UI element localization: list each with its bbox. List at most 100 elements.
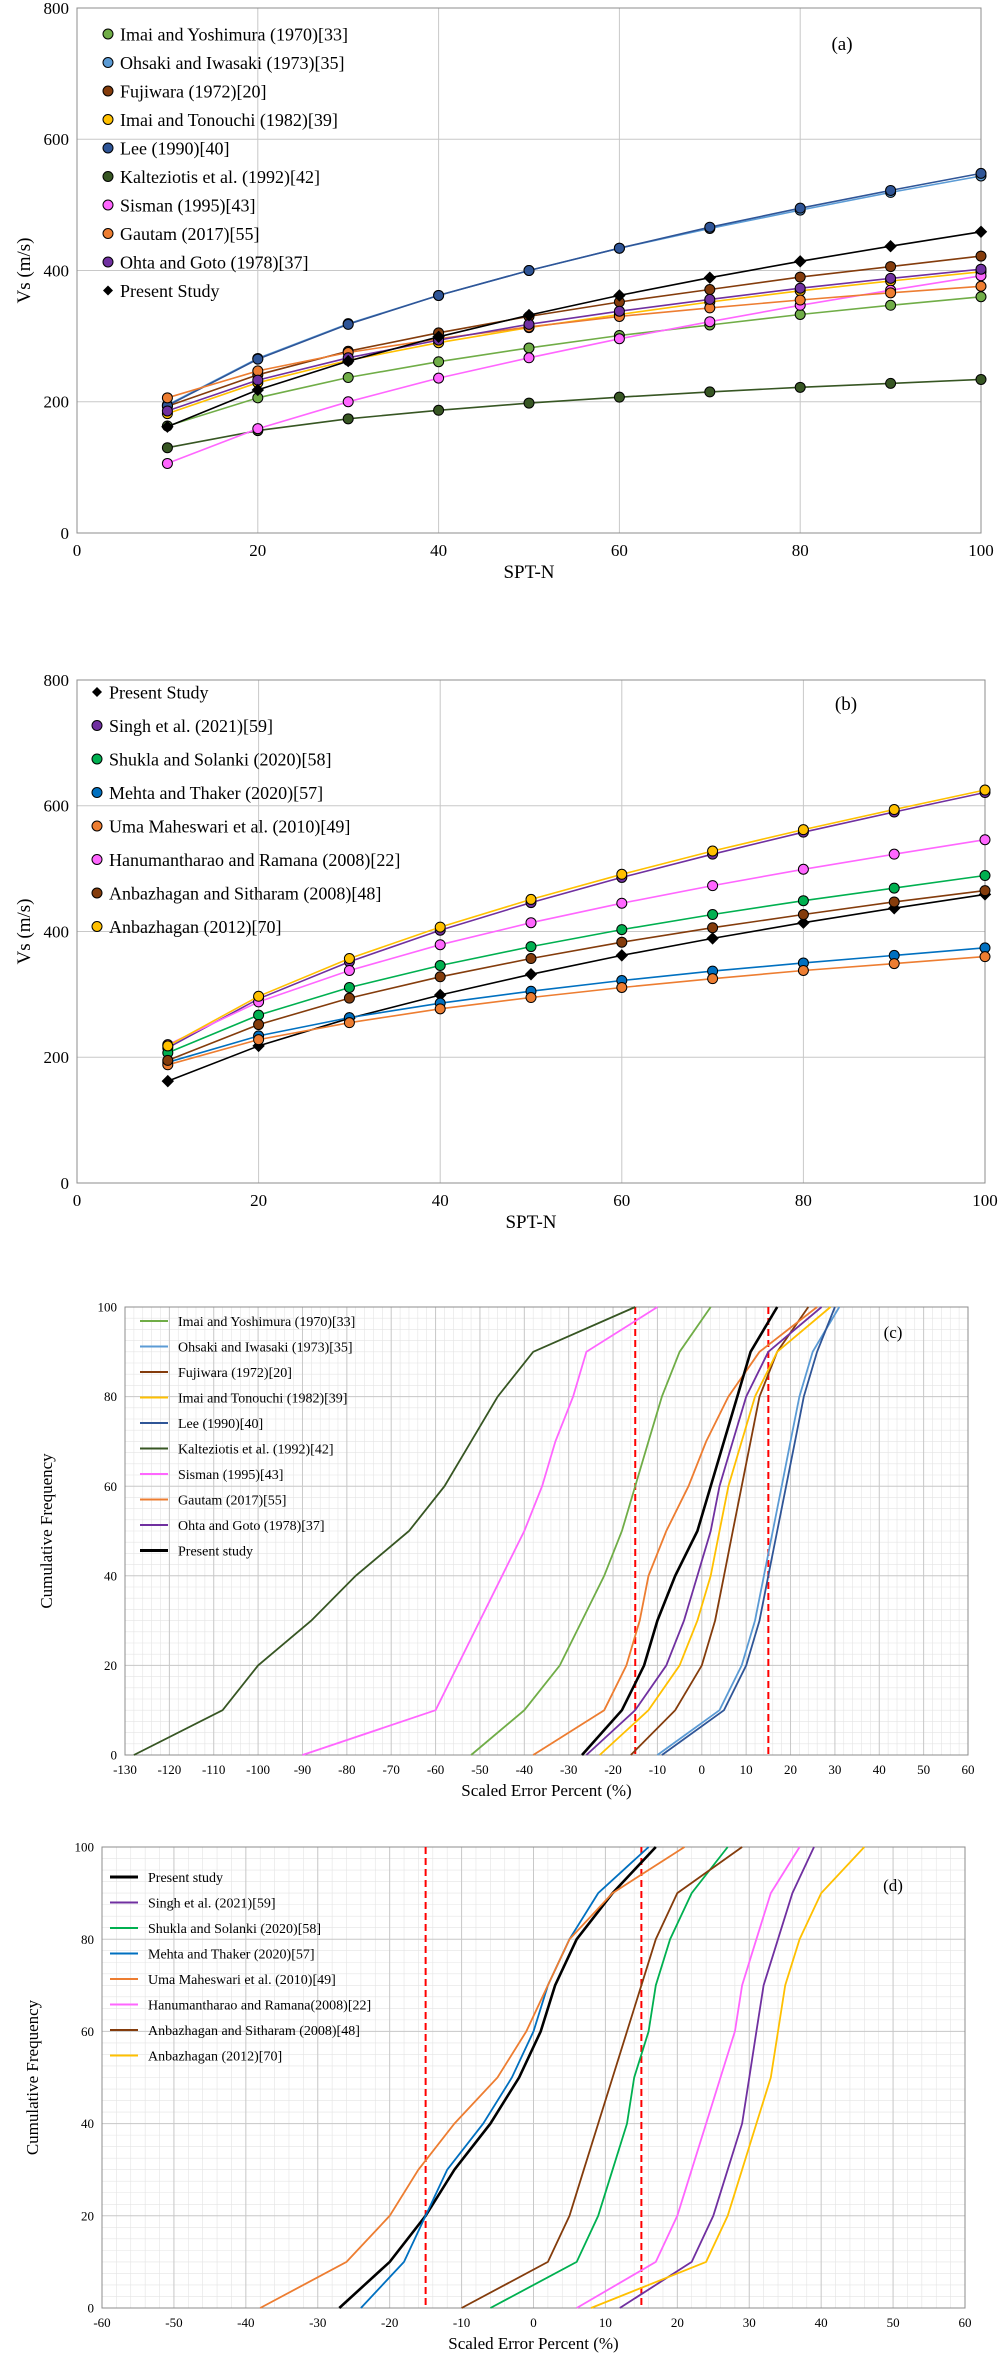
data-point [252, 374, 264, 386]
x-tick-label: -40 [516, 1762, 533, 1777]
series-kalteziotis-et-al-1992-42 [133, 1306, 636, 1756]
x-tick-label: -100 [246, 1762, 270, 1777]
legend-label: Present Study [120, 281, 220, 301]
x-tick-label: -60 [427, 1762, 444, 1777]
series-ohsaki-and-iwasaki-1973-35 [656, 1306, 841, 1756]
legend-item: Mehta and Thaker (2020)[57] [91, 783, 323, 804]
data-point [162, 1040, 174, 1052]
y-tick-label: 600 [44, 130, 70, 149]
data-point [975, 291, 987, 303]
data-point [888, 896, 900, 908]
legend-item: Hanumantharao and Ramana(2008)[22] [110, 1998, 371, 2013]
legend-marker [91, 720, 103, 731]
data-point [433, 404, 445, 416]
series-fujiwara-1972-20 [630, 1306, 810, 1756]
data-point [161, 420, 174, 433]
data-point [616, 924, 628, 936]
legend-item: Singh et al. (2021)[59] [91, 716, 273, 737]
data-point [979, 951, 991, 963]
legend-marker [102, 171, 114, 182]
series-line [599, 1306, 832, 1756]
legend-label: Sisman (1995)[43] [178, 1468, 283, 1483]
data-point [888, 882, 900, 894]
x-tick-label: 20 [784, 1762, 797, 1777]
series-shukla-and-solanki-2020-58 [489, 1846, 729, 2309]
series-mehta-and-thaker-2020-57 [360, 1846, 650, 2309]
series-ohta-and-goto-1978-37 [161, 263, 987, 417]
y-tick-label: 600 [44, 797, 70, 816]
data-point [975, 250, 987, 262]
x-tick-label: 40 [873, 1762, 886, 1777]
data-point [797, 916, 810, 929]
legend-item: Ohta and Goto (1978)[37] [140, 1519, 325, 1534]
legend-item: Imai and Tonouchi (1982)[39] [102, 110, 338, 131]
data-point [613, 289, 626, 302]
data-point [797, 909, 809, 921]
series-line [167, 838, 986, 1046]
series-line [167, 893, 986, 1082]
data-point [885, 261, 897, 273]
data-point [523, 342, 535, 354]
panel-label: (a) [831, 34, 852, 55]
series-line [630, 1306, 810, 1756]
y-tick-label: 800 [44, 0, 70, 18]
data-point [434, 1003, 446, 1015]
data-point [161, 1074, 175, 1088]
data-point [525, 941, 537, 953]
series-line [167, 172, 982, 407]
x-tick-label: -30 [560, 1762, 577, 1777]
series-line [167, 175, 982, 406]
data-point [253, 1019, 265, 1031]
legend-item: Kalteziotis et al. (1992)[42] [140, 1442, 334, 1457]
data-point [975, 167, 987, 179]
legend-marker [91, 887, 103, 899]
x-tick-label: 0 [699, 1762, 706, 1777]
legend-item: Present Study [92, 682, 209, 702]
y-axis-label: Vs (m/s) [14, 238, 35, 304]
legend-label: Gautam (2017)[55] [178, 1493, 286, 1508]
series-hanumantharao-and-ramana-2008-22 [576, 1846, 801, 2309]
y-tick-label: 40 [81, 2116, 94, 2131]
legend-item: Lee (1990)[40] [140, 1417, 263, 1432]
legend-marker [91, 753, 103, 765]
series-imai-and-yoshimura-1970-33 [470, 1306, 712, 1756]
y-axis-label: Cumulative Frequency [37, 1453, 56, 1609]
legend-label: Sisman (1995)[43] [120, 195, 255, 216]
series-gautam-2017-55 [532, 1306, 818, 1756]
series-imai-and-tonouchi-1982-39 [599, 1306, 832, 1756]
legend-marker [92, 687, 102, 697]
legend-label: Present study [148, 1871, 223, 1886]
x-tick-label: 20 [250, 1191, 267, 1210]
series-line [167, 268, 982, 412]
series-line [532, 1306, 818, 1756]
y-tick-label: 100 [75, 1840, 95, 1855]
x-tick-label: -70 [383, 1762, 400, 1777]
data-point [433, 289, 445, 301]
x-tick-label: 20 [249, 541, 266, 560]
x-tick-label: 30 [743, 2315, 756, 2330]
legend-label: Ohta and Goto (1978)[37] [178, 1519, 325, 1534]
legend-label: Hanumantharao and Ramana (2008)[22] [109, 850, 400, 871]
data-point [342, 318, 354, 330]
legend-item: Anbazhagan (2012)[70] [110, 2049, 282, 2064]
panel-label: (c) [884, 1323, 903, 1342]
legend-marker [91, 854, 103, 865]
series-line [590, 1846, 865, 2309]
data-point [979, 885, 991, 897]
data-point [616, 868, 628, 880]
series-anbazhagan-2012-70 [162, 784, 991, 1052]
data-point [434, 959, 446, 971]
data-point [707, 909, 719, 921]
legend-item: Singh et al. (2021)[59] [110, 1896, 276, 1911]
x-axis-label: Scaled Error Percent (%) [448, 2334, 618, 2353]
legend-item: Anbazhagan and Sitharam (2008)[48] [110, 2024, 360, 2039]
legend-item: Hanumantharao and Ramana (2008)[22] [91, 850, 400, 871]
x-tick-label: 20 [671, 2315, 684, 2330]
series-line [360, 1846, 650, 2309]
series-line [461, 1846, 743, 2309]
data-point [885, 377, 897, 389]
data-point [979, 870, 991, 882]
x-tick-label: 80 [792, 541, 809, 560]
series-line [167, 889, 986, 1062]
data-point [343, 953, 355, 965]
